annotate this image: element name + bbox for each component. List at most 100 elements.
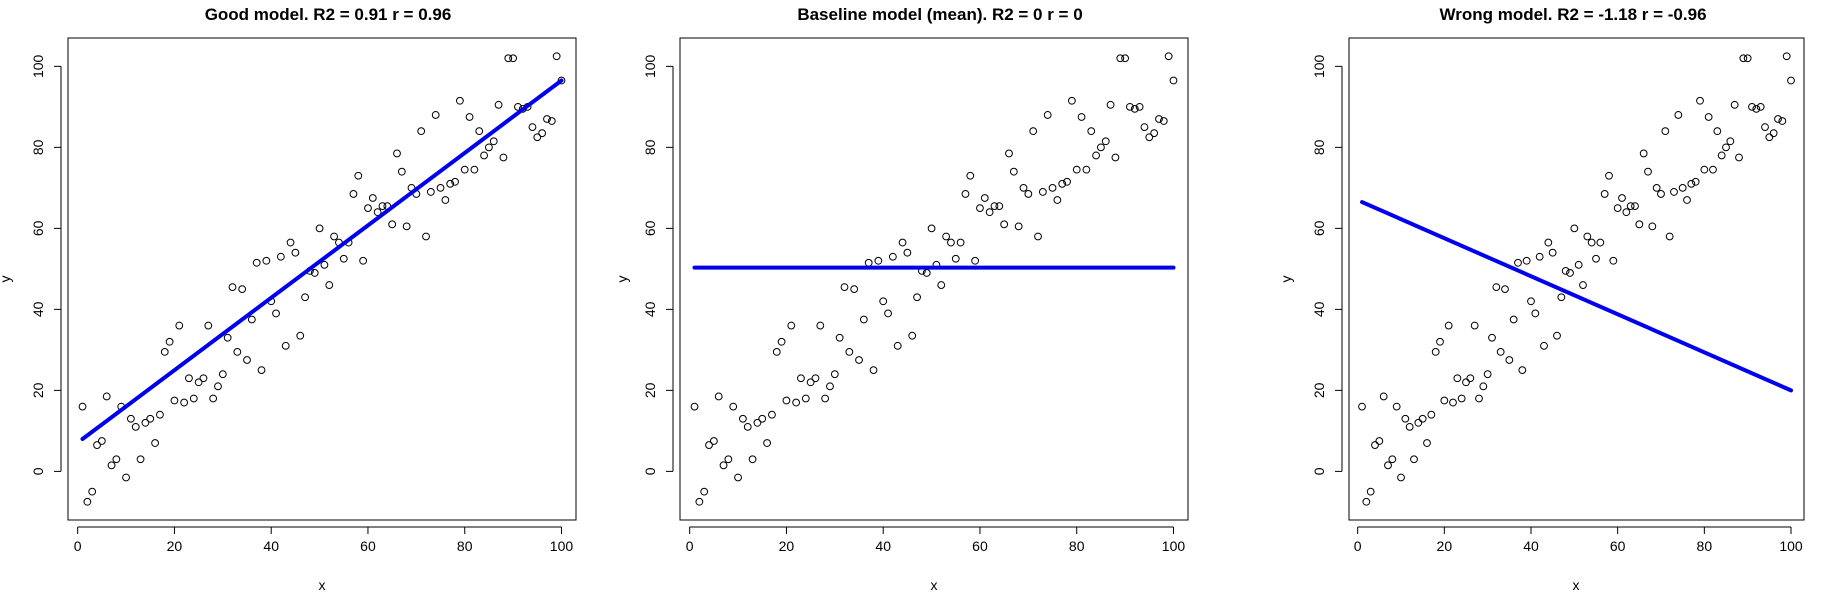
y-tick-label: 100 xyxy=(1311,54,1327,78)
data-point xyxy=(985,208,994,217)
data-point xyxy=(470,165,479,174)
plot-area-group: 0 20 40 60 80 100 0 20 40 60 80 100 xyxy=(642,37,1189,554)
data-point xyxy=(204,321,213,330)
data-point xyxy=(772,348,781,356)
data-point xyxy=(131,422,140,431)
data-point xyxy=(93,441,101,449)
data-point xyxy=(465,113,474,121)
data-point xyxy=(840,283,849,292)
data-point xyxy=(1709,165,1717,174)
data-point xyxy=(1596,238,1605,247)
data-point xyxy=(1058,179,1067,188)
data-point xyxy=(835,333,844,342)
x-tick-label: 20 xyxy=(779,538,795,554)
data-point xyxy=(1155,115,1163,123)
data-point xyxy=(845,348,854,356)
x-tick-label: 40 xyxy=(1523,538,1539,554)
data-point xyxy=(1704,113,1713,121)
y-tick-label: 40 xyxy=(1311,301,1327,317)
data-point xyxy=(291,248,300,257)
data-point xyxy=(830,370,839,379)
data-point xyxy=(1574,260,1583,269)
data-point xyxy=(1414,418,1423,427)
data-point xyxy=(1405,422,1414,431)
data-point xyxy=(320,260,329,269)
data-point xyxy=(1587,238,1596,247)
data-point xyxy=(1427,410,1436,419)
x-tick-label: 0 xyxy=(74,538,82,554)
data-point xyxy=(1496,348,1505,356)
data-point xyxy=(1683,196,1691,204)
data-point xyxy=(1410,455,1418,464)
data-point xyxy=(1730,100,1739,109)
data-point xyxy=(1548,248,1557,257)
data-point xyxy=(538,129,547,138)
data-point xyxy=(1466,374,1475,383)
data-point xyxy=(247,315,256,324)
data-point xyxy=(1761,123,1769,132)
data-point xyxy=(1739,54,1748,63)
data-point xyxy=(734,473,742,482)
data-point xyxy=(1752,104,1761,113)
data-point xyxy=(276,252,285,261)
data-point xyxy=(942,232,950,241)
data-point xyxy=(330,232,338,241)
data-point xyxy=(806,378,815,387)
data-point xyxy=(281,341,290,350)
data-point xyxy=(1722,143,1730,152)
data-point xyxy=(719,461,728,470)
data-point xyxy=(869,366,878,375)
y-tick-label: 80 xyxy=(1311,139,1327,155)
data-point xyxy=(903,248,912,257)
data-point xyxy=(243,356,251,364)
data-point xyxy=(1067,96,1076,105)
data-point xyxy=(850,285,859,294)
chart-panel-good-model: Good model. R2 = 0.91 r = 0.96 x y 0 20 40… xyxy=(0,0,612,602)
x-tick-label: 20 xyxy=(1437,538,1453,554)
data-point xyxy=(1557,293,1566,302)
data-point xyxy=(787,321,796,330)
data-point xyxy=(417,127,426,136)
data-point xyxy=(1063,177,1071,186)
data-point xyxy=(1097,143,1105,152)
data-point xyxy=(436,183,445,192)
data-point xyxy=(811,374,820,383)
data-point xyxy=(107,461,116,470)
data-point xyxy=(388,220,397,229)
model-line xyxy=(1360,200,1793,393)
data-point xyxy=(990,202,999,210)
data-point xyxy=(1087,127,1096,136)
y-tick-label: 20 xyxy=(30,382,46,398)
data-point xyxy=(489,137,498,146)
data-point xyxy=(325,281,334,289)
data-point xyxy=(504,54,513,63)
data-point xyxy=(1475,394,1483,403)
data-point xyxy=(175,321,184,330)
data-point xyxy=(1423,439,1431,447)
data-point xyxy=(724,455,733,464)
data-point xyxy=(1483,370,1492,379)
data-point xyxy=(1661,127,1670,136)
data-point xyxy=(1440,396,1449,405)
data-point xyxy=(1092,151,1100,160)
data-point xyxy=(1379,392,1388,401)
x-axis-label: x xyxy=(931,577,938,593)
data-point xyxy=(1765,133,1774,142)
data-point xyxy=(146,414,155,423)
data-point xyxy=(1657,190,1665,198)
chart-panel-baseline-model: Baseline model (mean). R2 = 0 r = 0 x y … xyxy=(612,0,1224,602)
data-point xyxy=(1077,113,1086,121)
data-point xyxy=(83,497,92,506)
data-point xyxy=(339,254,348,263)
data-point xyxy=(1605,171,1613,180)
y-tick-label: 80 xyxy=(30,139,46,155)
data-point xyxy=(1518,366,1527,375)
data-point xyxy=(1038,188,1047,196)
data-point xyxy=(937,281,946,289)
data-point xyxy=(1622,208,1631,217)
data-point xyxy=(695,497,704,506)
data-point xyxy=(743,422,752,431)
data-point xyxy=(185,374,193,383)
plot-frame xyxy=(679,37,1189,521)
x-tick-label: 20 xyxy=(167,538,183,554)
